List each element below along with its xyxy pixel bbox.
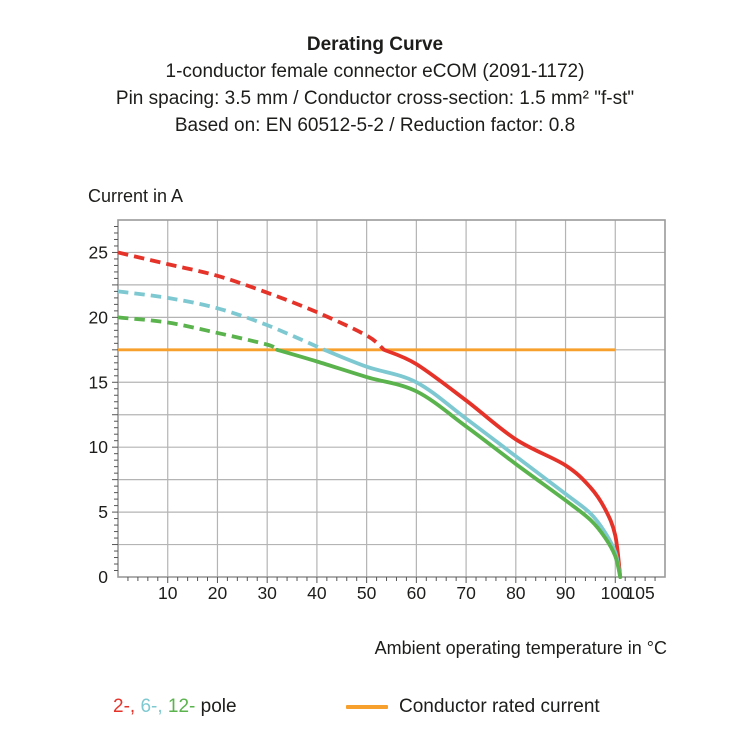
series-curve-solid-12-pole [275, 347, 623, 579]
rated-current-legend: Conductor rated current [346, 696, 600, 718]
y-axis-title: Current in A [88, 186, 184, 206]
x-tick-label: 30 [257, 583, 277, 603]
x-tick-label: 20 [208, 583, 228, 603]
series-curve-dashed-2-pole [117, 250, 386, 352]
x-axis-title: Ambient operating temperature in °C [374, 638, 667, 658]
y-tick-label: 25 [89, 242, 108, 262]
x-tick-label: 50 [357, 583, 377, 603]
y-tick-label: 15 [89, 372, 108, 392]
title-block: Derating Curve 1-conductor female connec… [0, 31, 750, 139]
y-tick-label: 0 [98, 567, 108, 587]
series-curve-solid-6-pole [322, 347, 623, 579]
series-curve-dashed-12-pole [117, 315, 279, 352]
y-tick-label: 20 [89, 307, 109, 327]
subtitle-line-1: 1-conductor female connector eCOM (2091-… [165, 61, 585, 82]
x-tick-label: 105 [626, 583, 655, 603]
x-tick-label: 60 [407, 583, 427, 603]
x-tick-label: 40 [307, 583, 327, 603]
x-tick-label: 80 [506, 583, 526, 603]
x-tick-label: 100 [601, 583, 630, 603]
plot-frame [117, 219, 666, 578]
rated-current-swatch [346, 705, 388, 709]
pole-legend: 2-, 6-, 12- pole [113, 696, 237, 718]
series-curve-dashed-6-pole [117, 289, 326, 352]
subtitle-line-2: Pin spacing: 3.5 mm / Conductor cross-se… [115, 88, 635, 109]
rated-current-label: Conductor rated current [399, 696, 600, 717]
subtitle-line-3: Based on: EN 60512-5-2 / Reduction facto… [174, 115, 576, 136]
y-tick-label: 5 [98, 502, 108, 522]
y-tick-label: 10 [89, 437, 109, 457]
pole-legend-item-2-pole: 2-, [113, 696, 141, 717]
pole-legend-item-12-pole: 12- [167, 696, 201, 717]
x-tick-label: 70 [456, 583, 476, 603]
pole-legend-suffix: pole [200, 696, 237, 717]
x-tick-label: 10 [158, 583, 178, 603]
x-tick-label: 90 [556, 583, 576, 603]
series-curve-solid-2-pole [382, 347, 623, 579]
page-title: Derating Curve [306, 34, 444, 55]
pole-legend-item-6-pole: 6-, [140, 696, 168, 717]
